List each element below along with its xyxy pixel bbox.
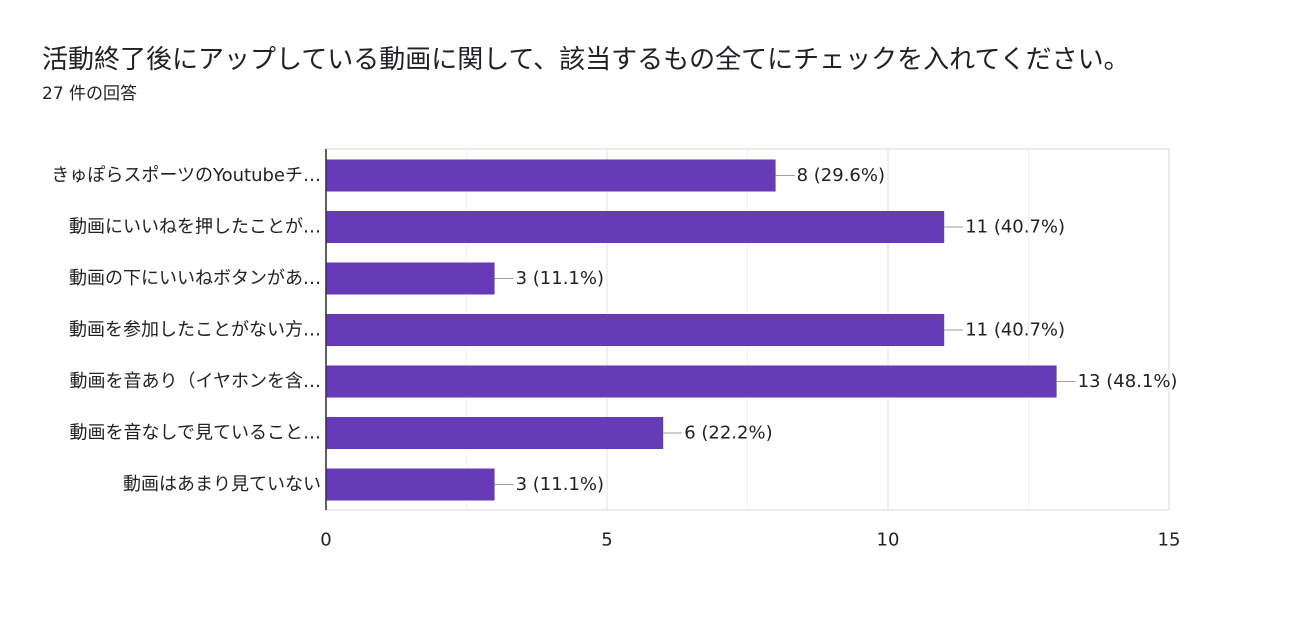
- bar-5: [326, 365, 1057, 398]
- question-title: 活動終了後にアップしている動画に関して、該当するもの全てにチェックを入れてくださ…: [42, 45, 1130, 75]
- data-label-3: 3 (11.1%): [516, 268, 604, 289]
- x-tick-label-10: 10: [877, 530, 900, 551]
- category-label-3: 動画の下にいいねボタンがあ…: [69, 268, 321, 289]
- data-label-7: 3 (11.1%): [516, 474, 604, 495]
- x-tick-label-5: 5: [601, 530, 612, 551]
- bar-4: [326, 314, 945, 346]
- data-label-1: 8 (29.6%): [797, 165, 885, 186]
- chart-header: 活動終了後にアップしている動画に関して、該当するもの全てにチェックを入れてくださ…: [42, 40, 1279, 106]
- bar-1: [326, 159, 776, 192]
- category-label-1: きゅぽらスポーツのYoutubeチ…: [51, 165, 321, 186]
- x-tick-label-15: 15: [1158, 530, 1181, 551]
- bar-6: [326, 417, 664, 449]
- data-label-5: 13 (48.1%): [1078, 371, 1178, 392]
- data-label-4: 11 (40.7%): [965, 320, 1065, 341]
- data-label-6: 6 (22.2%): [684, 423, 772, 444]
- category-label-5: 動画を音あり（イヤホンを含…: [70, 371, 321, 392]
- response-count: 27 件の回答: [42, 84, 138, 104]
- x-tick-label-0: 0: [320, 530, 331, 551]
- category-label-2: 動画にいいねを押したことが…: [69, 217, 321, 238]
- bar-3: [326, 262, 495, 295]
- category-label-6: 動画を音なしで見ていること…: [70, 423, 321, 444]
- category-label-7: 動画はあまり見ていない: [123, 474, 321, 495]
- bar-7: [326, 468, 495, 501]
- category-label-4: 動画を参加したことがない方…: [69, 320, 321, 341]
- data-label-2: 11 (40.7%): [965, 217, 1065, 238]
- bar-2: [326, 211, 945, 243]
